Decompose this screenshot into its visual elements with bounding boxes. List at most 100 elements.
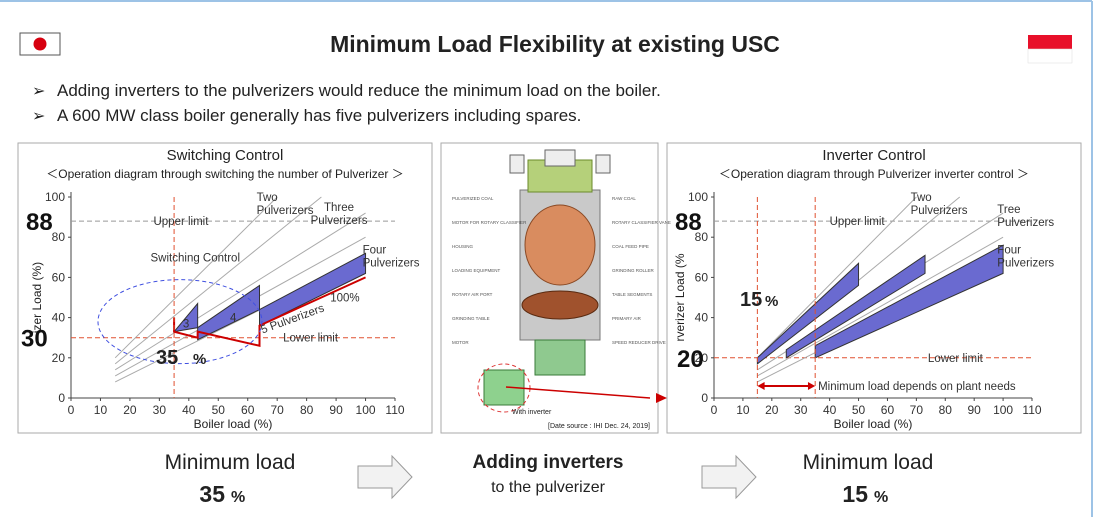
bottom-value: 15 <box>842 481 868 507</box>
diagram-label: RAW COAL <box>612 196 636 201</box>
x-tick-label: 50 <box>852 403 866 417</box>
inverter-circle <box>477 363 531 413</box>
diagram-label: ROTARY CLASSIFIER VANE <box>612 220 671 225</box>
x-tick-label: 90 <box>968 403 982 417</box>
flag-sun <box>33 37 47 51</box>
needs-label: Minimum load depends on plant needs <box>818 381 1016 393</box>
x-tick-label: 20 <box>765 403 779 417</box>
x-tick-label: 40 <box>823 403 837 417</box>
x-tick-label: 20 <box>123 403 137 417</box>
source: [Date source : IHI Dec. 24, 2019] <box>548 423 650 430</box>
flag-white <box>1027 48 1073 64</box>
diagram-label: ROTARY AIR PORT <box>452 292 493 297</box>
panel-subtitle: ＜Operation diagram through Pulverizer in… <box>719 167 1029 181</box>
diagram-label: PULVERIZED COAL <box>452 196 494 201</box>
y-tick-label: 100 <box>45 190 65 204</box>
diagram-label: PRIMARY AIR <box>612 316 642 321</box>
line-label: Pulverizers <box>363 257 420 269</box>
bottom-label: Minimum load <box>803 451 934 474</box>
y-axis-title: izer Load (%) <box>30 262 44 333</box>
x-axis-title: Boiler load (%) <box>194 417 273 431</box>
step-label: 4 <box>230 313 237 325</box>
arrowhead <box>656 393 667 403</box>
lower-mark: 30 <box>21 326 48 353</box>
x-tick-label: 60 <box>241 403 255 417</box>
y-tick-label: 40 <box>695 311 709 325</box>
pulverizer-diagram: PULVERIZED COAL RAW COAL MOTOR FOR ROTARY … <box>452 149 671 430</box>
pipe <box>509 154 525 174</box>
y-axis-title: rverizer Load (% <box>673 253 687 341</box>
x-tick-label: 50 <box>212 403 226 417</box>
line-label: 100% <box>330 293 359 305</box>
line-label: Pulverizers <box>311 215 368 227</box>
x-tick-label: 70 <box>910 403 924 417</box>
right-chart: Inverter Control ＜Operation diagram throu… <box>673 147 1054 431</box>
line-label: Tree <box>997 204 1020 216</box>
operating-line <box>114 196 322 365</box>
operating-band <box>785 254 926 359</box>
line-label: Pulverizers <box>997 257 1054 269</box>
limit-label: Upper limit <box>153 216 209 228</box>
line-label: Pulverizers <box>257 205 314 217</box>
step-label: 3 <box>183 319 189 331</box>
y-tick-label: 80 <box>52 230 66 244</box>
slide-title: Minimum Load Flexibility at existing USC <box>330 31 780 57</box>
limit-label: Lower limit <box>928 353 984 365</box>
y-tick-label: 60 <box>52 270 66 284</box>
x-tick-label: 70 <box>271 403 285 417</box>
diagram-label: HOUSING <box>452 244 474 249</box>
switching-path <box>173 276 366 347</box>
switching-label: Switching Control <box>151 252 240 264</box>
bottom-unit: % <box>231 489 245 506</box>
bottom-subtitle: to the pulverizer <box>491 479 606 496</box>
x-axis-title: Boiler load (%) <box>834 417 913 431</box>
bullet: Adding inverters to the pulverizers woul… <box>57 81 661 100</box>
upper-mark: 88 <box>26 209 53 236</box>
bullet-marker: ➢ <box>32 108 45 125</box>
diagram-label: GRINDING TABLE <box>452 316 490 321</box>
x-tick-label: 10 <box>94 403 108 417</box>
line-label: Four <box>363 244 387 256</box>
operating-band <box>172 302 199 333</box>
operating-band <box>259 252 367 327</box>
y-tick-label: 0 <box>701 391 708 405</box>
upper-mark: 88 <box>675 209 702 236</box>
x-tick-label: 30 <box>153 403 167 417</box>
panel-subtitle: ＜Operation diagram through switching the… <box>46 167 404 181</box>
line-label: Three <box>324 202 354 214</box>
min-value: 15 <box>740 289 762 311</box>
bottom-label: Minimum load <box>165 451 296 474</box>
bullet: A 600 MW class boiler generally has five… <box>57 106 581 125</box>
x-tick-label: 80 <box>939 403 953 417</box>
x-tick-label: 40 <box>182 403 196 417</box>
left-chart: Switching Control ＜Operation diagram thro… <box>21 147 420 431</box>
line-label: Four <box>997 244 1021 256</box>
operating-line <box>757 236 1004 377</box>
right-panel <box>666 142 1082 434</box>
cone <box>524 204 596 286</box>
line-label: Two <box>911 192 932 204</box>
x-tick-label: 0 <box>711 403 718 417</box>
y-tick-label: 20 <box>52 351 66 365</box>
operating-line <box>114 212 366 371</box>
y-tick-label: 40 <box>52 311 66 325</box>
diagram-label: MOTOR <box>452 340 469 345</box>
x-tick-label: 60 <box>881 403 895 417</box>
line-label: Pulverizers <box>911 205 968 217</box>
bottom-value: 35 <box>199 481 225 507</box>
y-tick-label: 80 <box>695 230 709 244</box>
panel-title: Inverter Control <box>822 147 925 164</box>
y-tick-label: 60 <box>695 270 709 284</box>
diagram-label: TABLE SEGMENTS <box>612 292 652 297</box>
line-label: Pulverizers <box>997 217 1054 229</box>
arrowhead <box>757 381 765 390</box>
limit-label: Lower limit <box>283 333 339 345</box>
x-tick-label: 30 <box>794 403 808 417</box>
lower-mark: 20 <box>677 346 704 373</box>
y-tick-label: 0 <box>58 391 65 405</box>
limit-label: Upper limit <box>830 216 886 228</box>
diagram-label: LOADING EQUIPMENT <box>452 268 501 273</box>
x-tick-label: 10 <box>736 403 750 417</box>
flow-arrow <box>701 454 757 500</box>
